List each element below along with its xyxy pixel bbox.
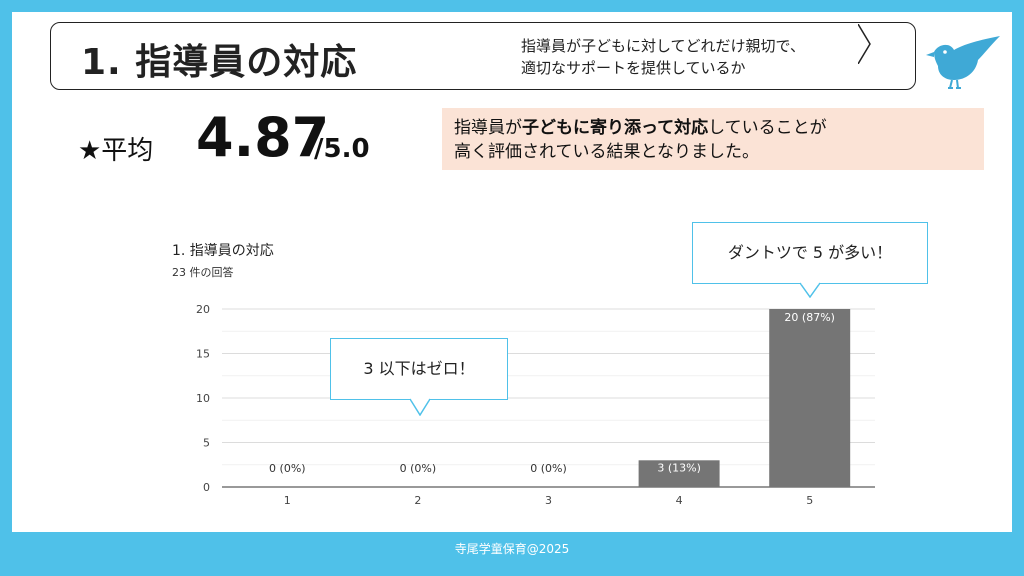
average-max: /5.0: [314, 134, 370, 164]
data-label: 20 (87%): [784, 311, 835, 324]
summary-text-b: していることが: [708, 118, 827, 138]
y-tick-label: 20: [196, 303, 210, 316]
title-description: 指導員が子どもに対してどれだけ親切で、 適切なサポートを提供しているか: [521, 35, 861, 79]
callout-middle-tail: [410, 398, 430, 416]
data-label: 0 (0%): [269, 462, 306, 475]
chart-title: 1. 指導員の対応: [172, 243, 274, 259]
y-tick-label: 10: [196, 392, 210, 405]
average-value: 4.87: [196, 106, 330, 169]
data-label: 0 (0%): [530, 462, 567, 475]
page-title: 1. 指導員の対応: [81, 42, 358, 83]
callout-top-text: ダントツで 5 が多い！: [727, 243, 893, 262]
bird-icon: [926, 36, 1000, 89]
data-label: 3 (13%): [657, 461, 701, 474]
callout-top: ダントツで 5 が多い！: [692, 222, 928, 284]
x-tick-label: 5: [806, 494, 813, 507]
summary-text-a: 指導員が: [454, 118, 522, 138]
title-description-line-1: 指導員が子どもに対してどれだけ親切で、: [521, 37, 805, 55]
y-tick-label: 5: [203, 437, 210, 450]
summary-line-2: 高く評価されている結果となりました。: [454, 142, 759, 162]
x-tick-label: 4: [676, 494, 683, 507]
title-box-tail: [858, 24, 871, 64]
title-description-line-2: 適切なサポートを提供しているか: [521, 59, 746, 77]
bar: [769, 309, 851, 487]
callout-top-tail: [800, 282, 820, 298]
callout-middle: 3 以下はゼロ！: [330, 338, 508, 400]
x-tick-label: 2: [414, 494, 421, 507]
summary-line-1: 指導員が子どもに寄り添って対応していることが: [454, 116, 984, 140]
bar: [638, 460, 720, 487]
x-tick-label: 1: [284, 494, 291, 507]
y-tick-label: 0: [203, 481, 210, 494]
summary-box: 指導員が子どもに寄り添って対応していることが 高く評価されている結果となりました…: [442, 108, 984, 170]
footer: 寺尾学童保育@2025: [454, 542, 570, 556]
callout-middle-text: 3 以下はゼロ！: [363, 359, 475, 378]
summary-text-bold: 子どもに寄り添って対応: [522, 118, 709, 138]
data-label: 0 (0%): [400, 462, 437, 475]
chart-subtitle: 23 件の回答: [172, 266, 234, 279]
average-label: ★平均: [78, 136, 154, 166]
y-tick-label: 15: [196, 348, 210, 361]
title-box: 1. 指導員の対応 指導員が子どもに対してどれだけ親切で、 適切なサポートを提供…: [50, 22, 916, 90]
x-tick-label: 3: [545, 494, 552, 507]
